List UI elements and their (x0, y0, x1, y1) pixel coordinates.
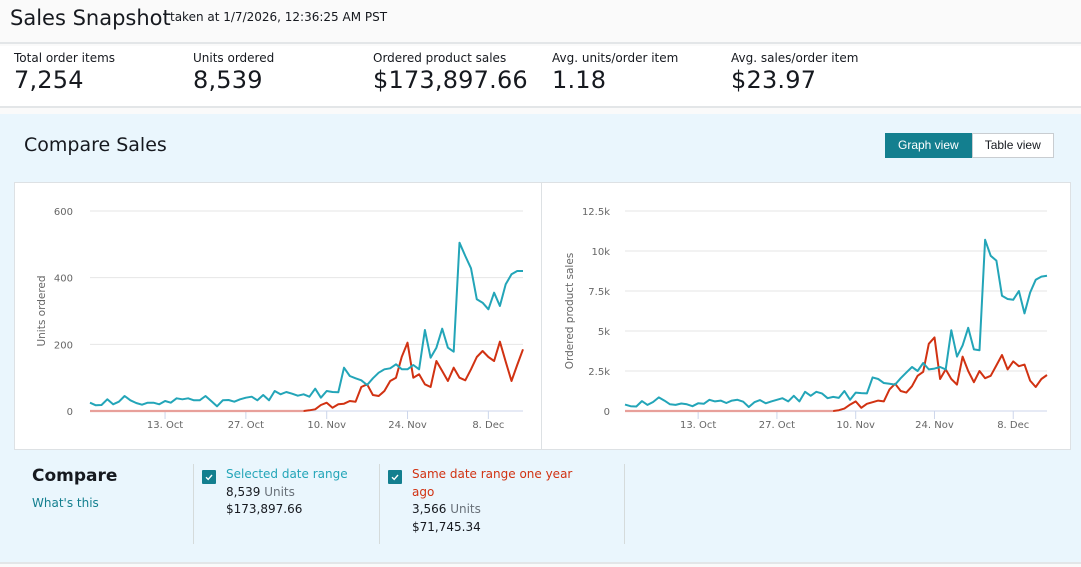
metric-total-order-items: Total order items 7,254 (14, 51, 115, 94)
legend-units-word: Units (450, 502, 481, 516)
x-tick-label: 24. Nov (915, 420, 954, 431)
y-tick-label: 600 (54, 207, 73, 218)
x-tick-label: 8. Dec (472, 420, 504, 431)
charts-container: 0 200 400 600 13. Oct 27. Oct 10. Nov 24. Nov 8.… (14, 182, 1071, 450)
view-toggle: Graph view Table view (885, 133, 1054, 158)
compare-sales-title: Compare Sales (24, 134, 167, 156)
legend-divider (379, 464, 380, 544)
previous-year-checkbox[interactable] (388, 470, 402, 484)
series-line-selected-range (624, 238, 1048, 408)
chart-divider (541, 183, 542, 449)
y-tick-label: 7.5k (588, 287, 610, 298)
metric-label: Total order items (14, 51, 116, 65)
metric-value: 8,539 (193, 66, 263, 94)
series-line-previous-year (90, 340, 524, 412)
x-tick-label: 8. Dec (997, 420, 1029, 431)
metrics-bar: Total order items 7,254 Units ordered 8,… (0, 46, 1081, 108)
snapshot-timestamp: taken at 1/7/2026, 12:36:25 AM PST (170, 10, 388, 24)
whats-this-link[interactable]: What's this (32, 496, 99, 510)
y-tick-label: 200 (54, 340, 73, 351)
y-tick-label: 5k (598, 327, 610, 338)
metric-avg-units-per-order-item: Avg. units/order item 1.18 (552, 51, 678, 94)
metric-avg-sales-per-order-item: Avg. sales/order item $23.97 (731, 51, 858, 94)
ordered-product-sales-chart: 0 2.5k 5k 7.5k 10k 12.5k 13. Oct 27. Oct 10. Nov… (564, 207, 1048, 431)
units-ordered-chart: 0 200 400 600 13. Oct 27. Oct 10. Nov 24. Nov 8.… (36, 207, 524, 431)
metric-ordered-product-sales: Ordered product sales $173,897.66 (373, 51, 528, 94)
legend-sales-value: $71,745.34 (412, 519, 481, 534)
y-tick-label: 0 (67, 407, 73, 418)
checkmark-icon (391, 474, 399, 481)
compare-sales-panel: Compare Sales Graph view Table view 0 200… (0, 114, 1081, 564)
y-tick-label: 12.5k (582, 207, 610, 218)
table-view-button[interactable]: Table view (971, 133, 1054, 158)
legend-divider (193, 464, 194, 544)
selected-range-checkbox[interactable] (202, 470, 216, 484)
compare-legend-title: Compare (32, 466, 118, 486)
page-header: Sales Snapshot taken at 1/7/2026, 12:36:… (0, 0, 1081, 44)
legend-units-value: 3,566 (412, 502, 447, 516)
metric-label: Avg. units/order item (552, 51, 679, 65)
series-line-previous-year (625, 336, 1048, 412)
metric-label: Units ordered (193, 51, 275, 65)
legend-divider (624, 464, 625, 544)
metric-value: 1.18 (552, 66, 607, 94)
metric-label: Ordered product sales (373, 51, 507, 65)
legend-units-word: Units (264, 484, 295, 499)
metric-value: $23.97 (731, 66, 817, 94)
legend-series-name: Selected date range (226, 467, 348, 481)
compare-legend: Compare What's this Selected date range … (0, 456, 1081, 556)
graph-view-button[interactable]: Graph view (885, 133, 972, 158)
x-tick-label: 10. Nov (307, 420, 346, 431)
y-tick-label: 0 (604, 407, 610, 418)
series-line-selected-range (89, 241, 523, 408)
y-tick-label: 2.5k (588, 367, 610, 378)
legend-sales-value: $173,897.66 (226, 502, 303, 516)
page-title: Sales Snapshot (10, 6, 171, 30)
y-tick-label: 10k (591, 247, 610, 258)
legend-series-name: Same date range one year ago (412, 467, 573, 499)
x-tick-label: 13. Oct (147, 420, 183, 431)
x-tick-label: 10. Nov (836, 420, 875, 431)
metric-value: 7,254 (14, 66, 84, 94)
x-tick-label: 27. Oct (759, 420, 795, 431)
metric-units-ordered: Units ordered 8,539 (193, 51, 274, 94)
y-axis-label: Units ordered (36, 275, 48, 346)
x-tick-label: 24. Nov (388, 420, 427, 431)
x-tick-label: 13. Oct (680, 420, 716, 431)
y-axis-label: Ordered product sales (564, 253, 576, 370)
y-tick-label: 400 (54, 274, 73, 285)
x-tick-label: 27. Oct (228, 420, 264, 431)
checkmark-icon (205, 474, 213, 481)
legend-units-value: 8,539 (226, 484, 261, 499)
metric-label: Avg. sales/order item (731, 51, 859, 65)
metric-value: $173,897.66 (373, 66, 528, 94)
